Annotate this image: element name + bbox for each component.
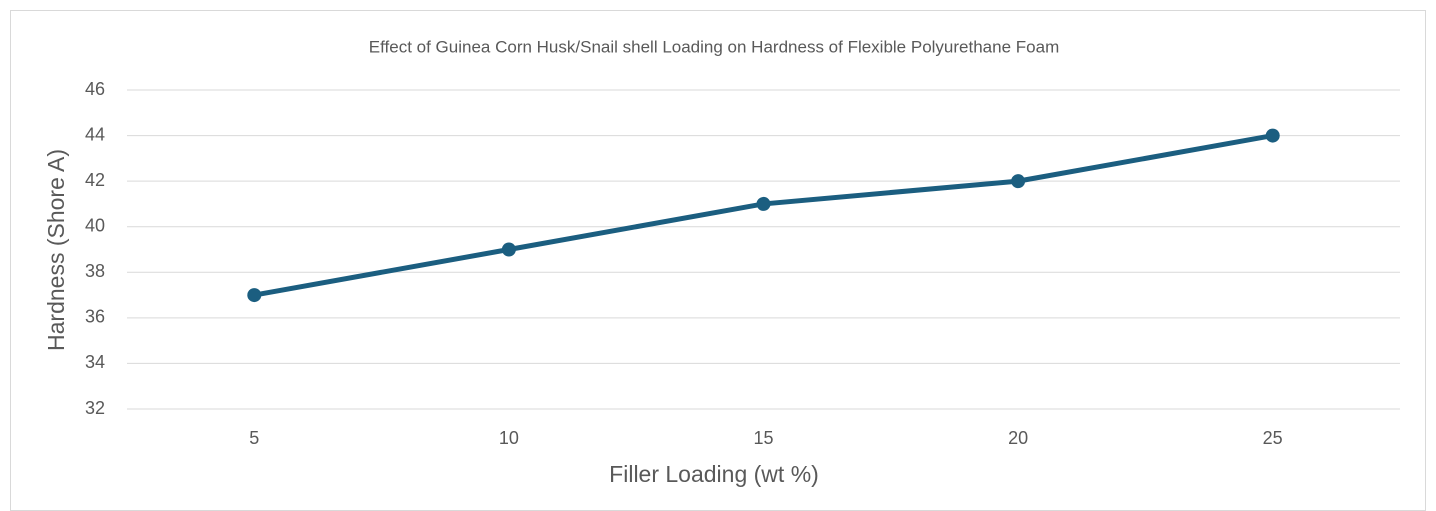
data-point bbox=[247, 288, 262, 303]
data-point bbox=[1011, 174, 1026, 189]
y-tick-label: 32 bbox=[85, 398, 105, 418]
x-tick-label: 25 bbox=[1263, 428, 1283, 448]
data-point bbox=[1265, 128, 1280, 143]
data-point bbox=[756, 196, 771, 211]
y-tick-label: 40 bbox=[85, 215, 105, 235]
x-tick-label: 5 bbox=[249, 428, 259, 448]
x-axis-title: Filler Loading (wt %) bbox=[609, 461, 819, 487]
y-axis-title: Hardness (Shore A) bbox=[43, 149, 69, 351]
y-tick-label: 46 bbox=[85, 79, 105, 99]
x-tick-label: 15 bbox=[753, 428, 773, 448]
y-tick-label: 34 bbox=[85, 352, 105, 372]
x-tick-label: 20 bbox=[1008, 428, 1028, 448]
y-tick-label: 36 bbox=[85, 307, 105, 327]
chart-border bbox=[10, 10, 1426, 511]
data-point bbox=[501, 242, 516, 257]
x-tick-label: 10 bbox=[499, 428, 519, 448]
y-tick-label: 38 bbox=[85, 261, 105, 281]
y-tick-label: 44 bbox=[85, 124, 105, 144]
chart-title: Effect of Guinea Corn Husk/Snail shell L… bbox=[369, 37, 1059, 56]
y-tick-label: 42 bbox=[85, 170, 105, 190]
